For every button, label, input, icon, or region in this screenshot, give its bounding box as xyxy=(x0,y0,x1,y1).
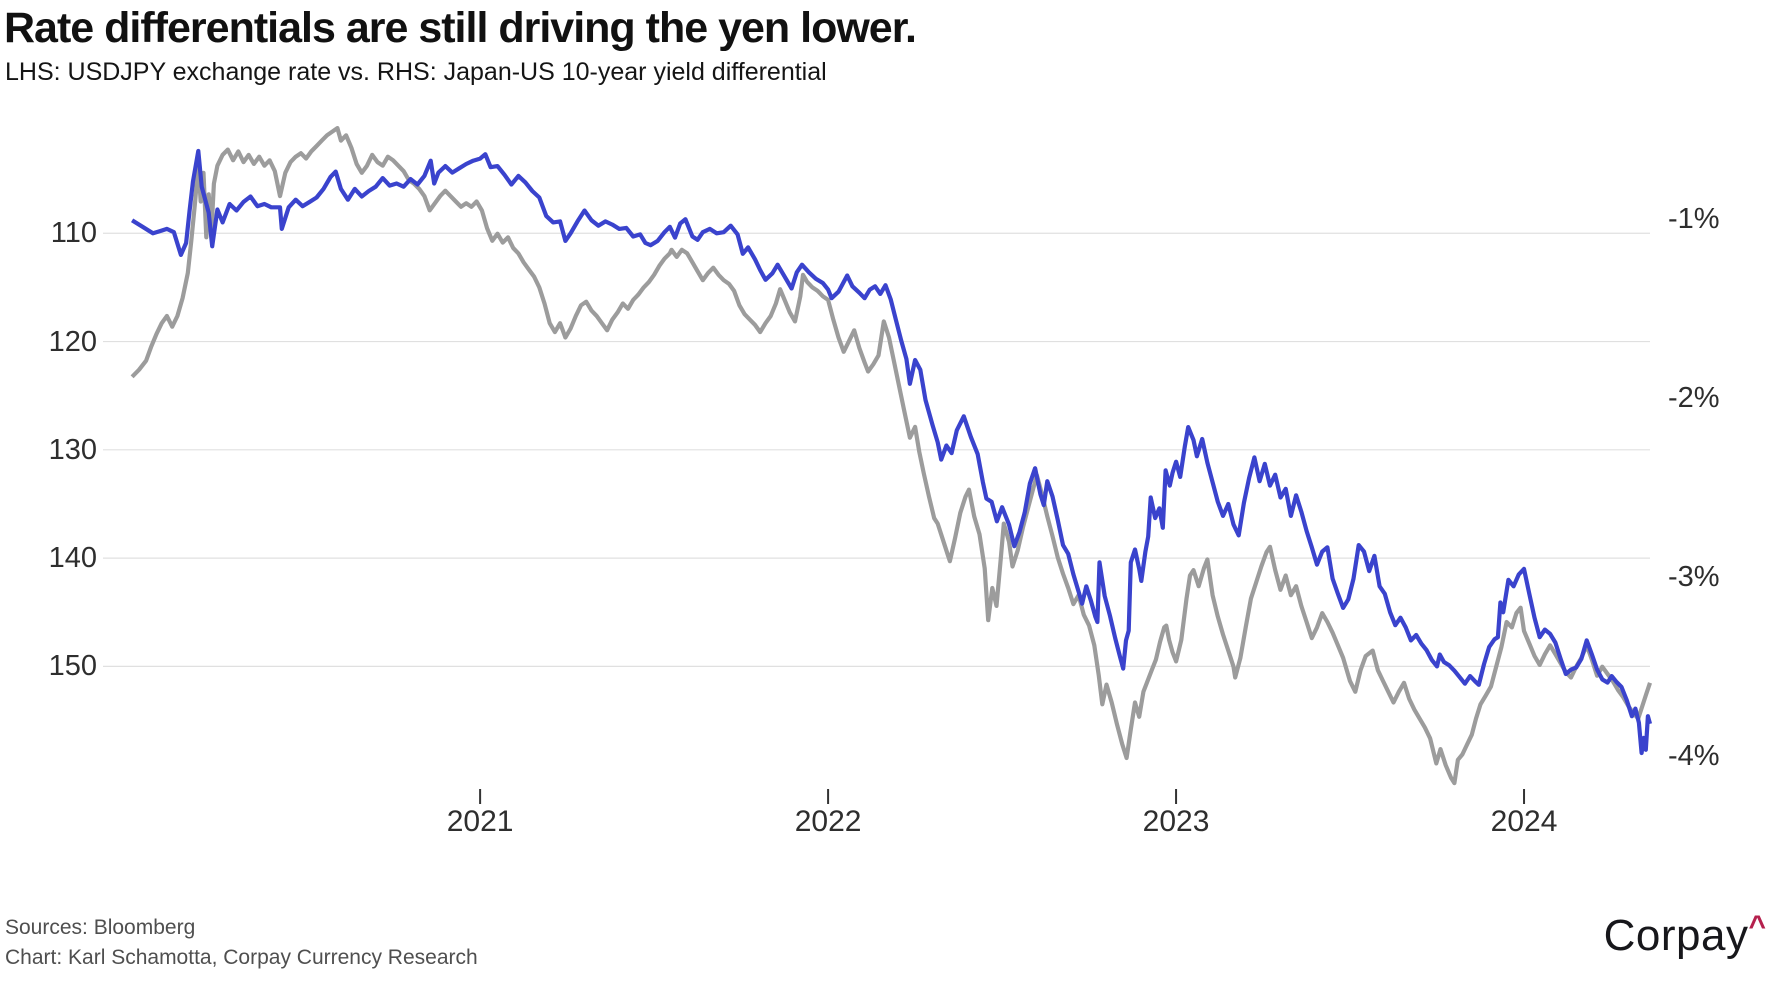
y-axis-right-tick-label: -2% xyxy=(1668,382,1720,415)
series-line-usdjpy xyxy=(130,148,1653,756)
page-title: Rate differentials are still driving the… xyxy=(4,4,917,52)
y-axis-left-tick-label: 150 xyxy=(48,650,97,683)
x-axis-year-label: 2024 xyxy=(1490,805,1558,838)
y-axis-left-tick-label: 130 xyxy=(48,433,97,466)
chart-credit: Chart: Karl Schamotta, Corpay Currency R… xyxy=(5,946,478,969)
series-line-differential xyxy=(130,126,1652,786)
corpay-logo-text: Corpay xyxy=(1603,911,1749,960)
y-axis-left-tick-label: 110 xyxy=(50,217,97,250)
corpay-logo-caret-icon: ^ xyxy=(1748,910,1766,943)
x-axis-year-label: 2023 xyxy=(1142,805,1210,838)
x-axis-year-label: 2021 xyxy=(446,805,514,838)
sources-note: Sources: Bloomberg xyxy=(5,916,196,939)
footer: Sources: Bloomberg Chart: Karl Schamotta… xyxy=(5,913,478,973)
y-axis-right-tick-label: -4% xyxy=(1668,740,1720,773)
y-axis-left-tick-label: 120 xyxy=(48,325,97,358)
y-axis-right-tick-label: -3% xyxy=(1668,561,1720,594)
y-axis-left-tick-label: 140 xyxy=(48,542,97,575)
x-axis-year-label: 2022 xyxy=(794,805,862,838)
page-subtitle: LHS: USDJPY exchange rate vs. RHS: Japan… xyxy=(5,58,827,86)
corpay-logo: Corpay^ xyxy=(1604,910,1766,961)
y-axis-right-tick-label: -1% xyxy=(1668,203,1720,236)
